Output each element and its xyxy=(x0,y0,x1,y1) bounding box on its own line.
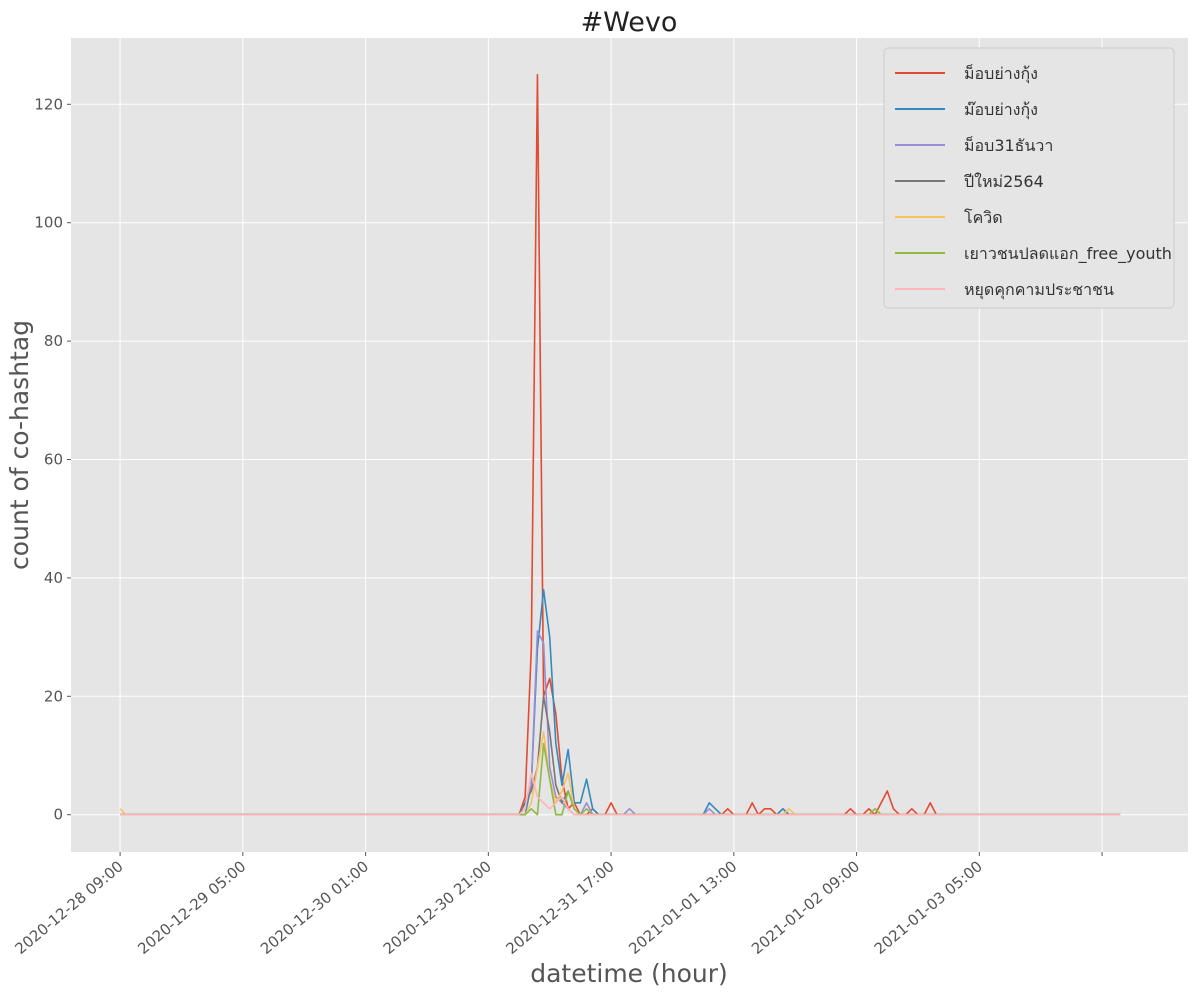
x-tick-label: 2021-01-03 05:00 xyxy=(871,857,986,958)
chart-title: #Wevo xyxy=(581,7,678,38)
legend-label: หยุดคุกคามประชาชน xyxy=(964,280,1114,300)
grid xyxy=(71,38,1188,852)
x-axis-label: datetime (hour) xyxy=(530,959,728,988)
y-tick-label: 60 xyxy=(44,451,63,469)
series-line xyxy=(120,772,1121,816)
x-tick-label: 2021-01-01 13:00 xyxy=(625,857,740,958)
legend-label: ม็อบ31ธันวา xyxy=(964,135,1053,155)
y-axis-label: count of co-hashtag xyxy=(5,320,34,570)
x-tick-label: 2021-01-02 09:00 xyxy=(748,857,863,958)
x-tick-label: 2020-12-31 17:00 xyxy=(503,857,618,958)
x-tick-label: 2020-12-28 09:00 xyxy=(12,857,127,958)
legend-label: ม๊อบย่างกุ้ง xyxy=(964,100,1038,120)
y-axis: 0 20 40 60 80 100 120 xyxy=(34,95,71,824)
x-tick-label: 2020-12-29 05:00 xyxy=(134,857,249,958)
y-tick-label: 0 xyxy=(53,806,63,824)
y-tick-label: 120 xyxy=(34,95,63,113)
legend-label: ม็อบย่างกุ้ง xyxy=(964,63,1038,84)
legend: ม็อบย่างกุ้งม๊อบย่างกุ้งม็อบ31ธันวาปีใหม… xyxy=(883,47,1175,309)
x-tick-label: 2020-12-30 21:00 xyxy=(380,857,495,958)
y-tick-label: 80 xyxy=(44,332,63,350)
legend-label: โควิด xyxy=(964,208,1003,227)
y-tick-label: 100 xyxy=(34,214,63,232)
x-axis: 2020-12-28 09:00 2020-12-29 05:00 2020-12-… xyxy=(12,852,1103,958)
series-lines xyxy=(119,73,1121,816)
y-tick-label: 40 xyxy=(44,569,63,587)
legend-label: ปีใหม่2564 xyxy=(964,172,1044,191)
y-tick-label: 20 xyxy=(44,687,63,705)
x-tick-label: 2020-12-30 01:00 xyxy=(257,857,372,958)
legend-box xyxy=(883,47,1175,309)
legend-label: เยาวชนปลดแอก_free_youth xyxy=(964,244,1172,264)
